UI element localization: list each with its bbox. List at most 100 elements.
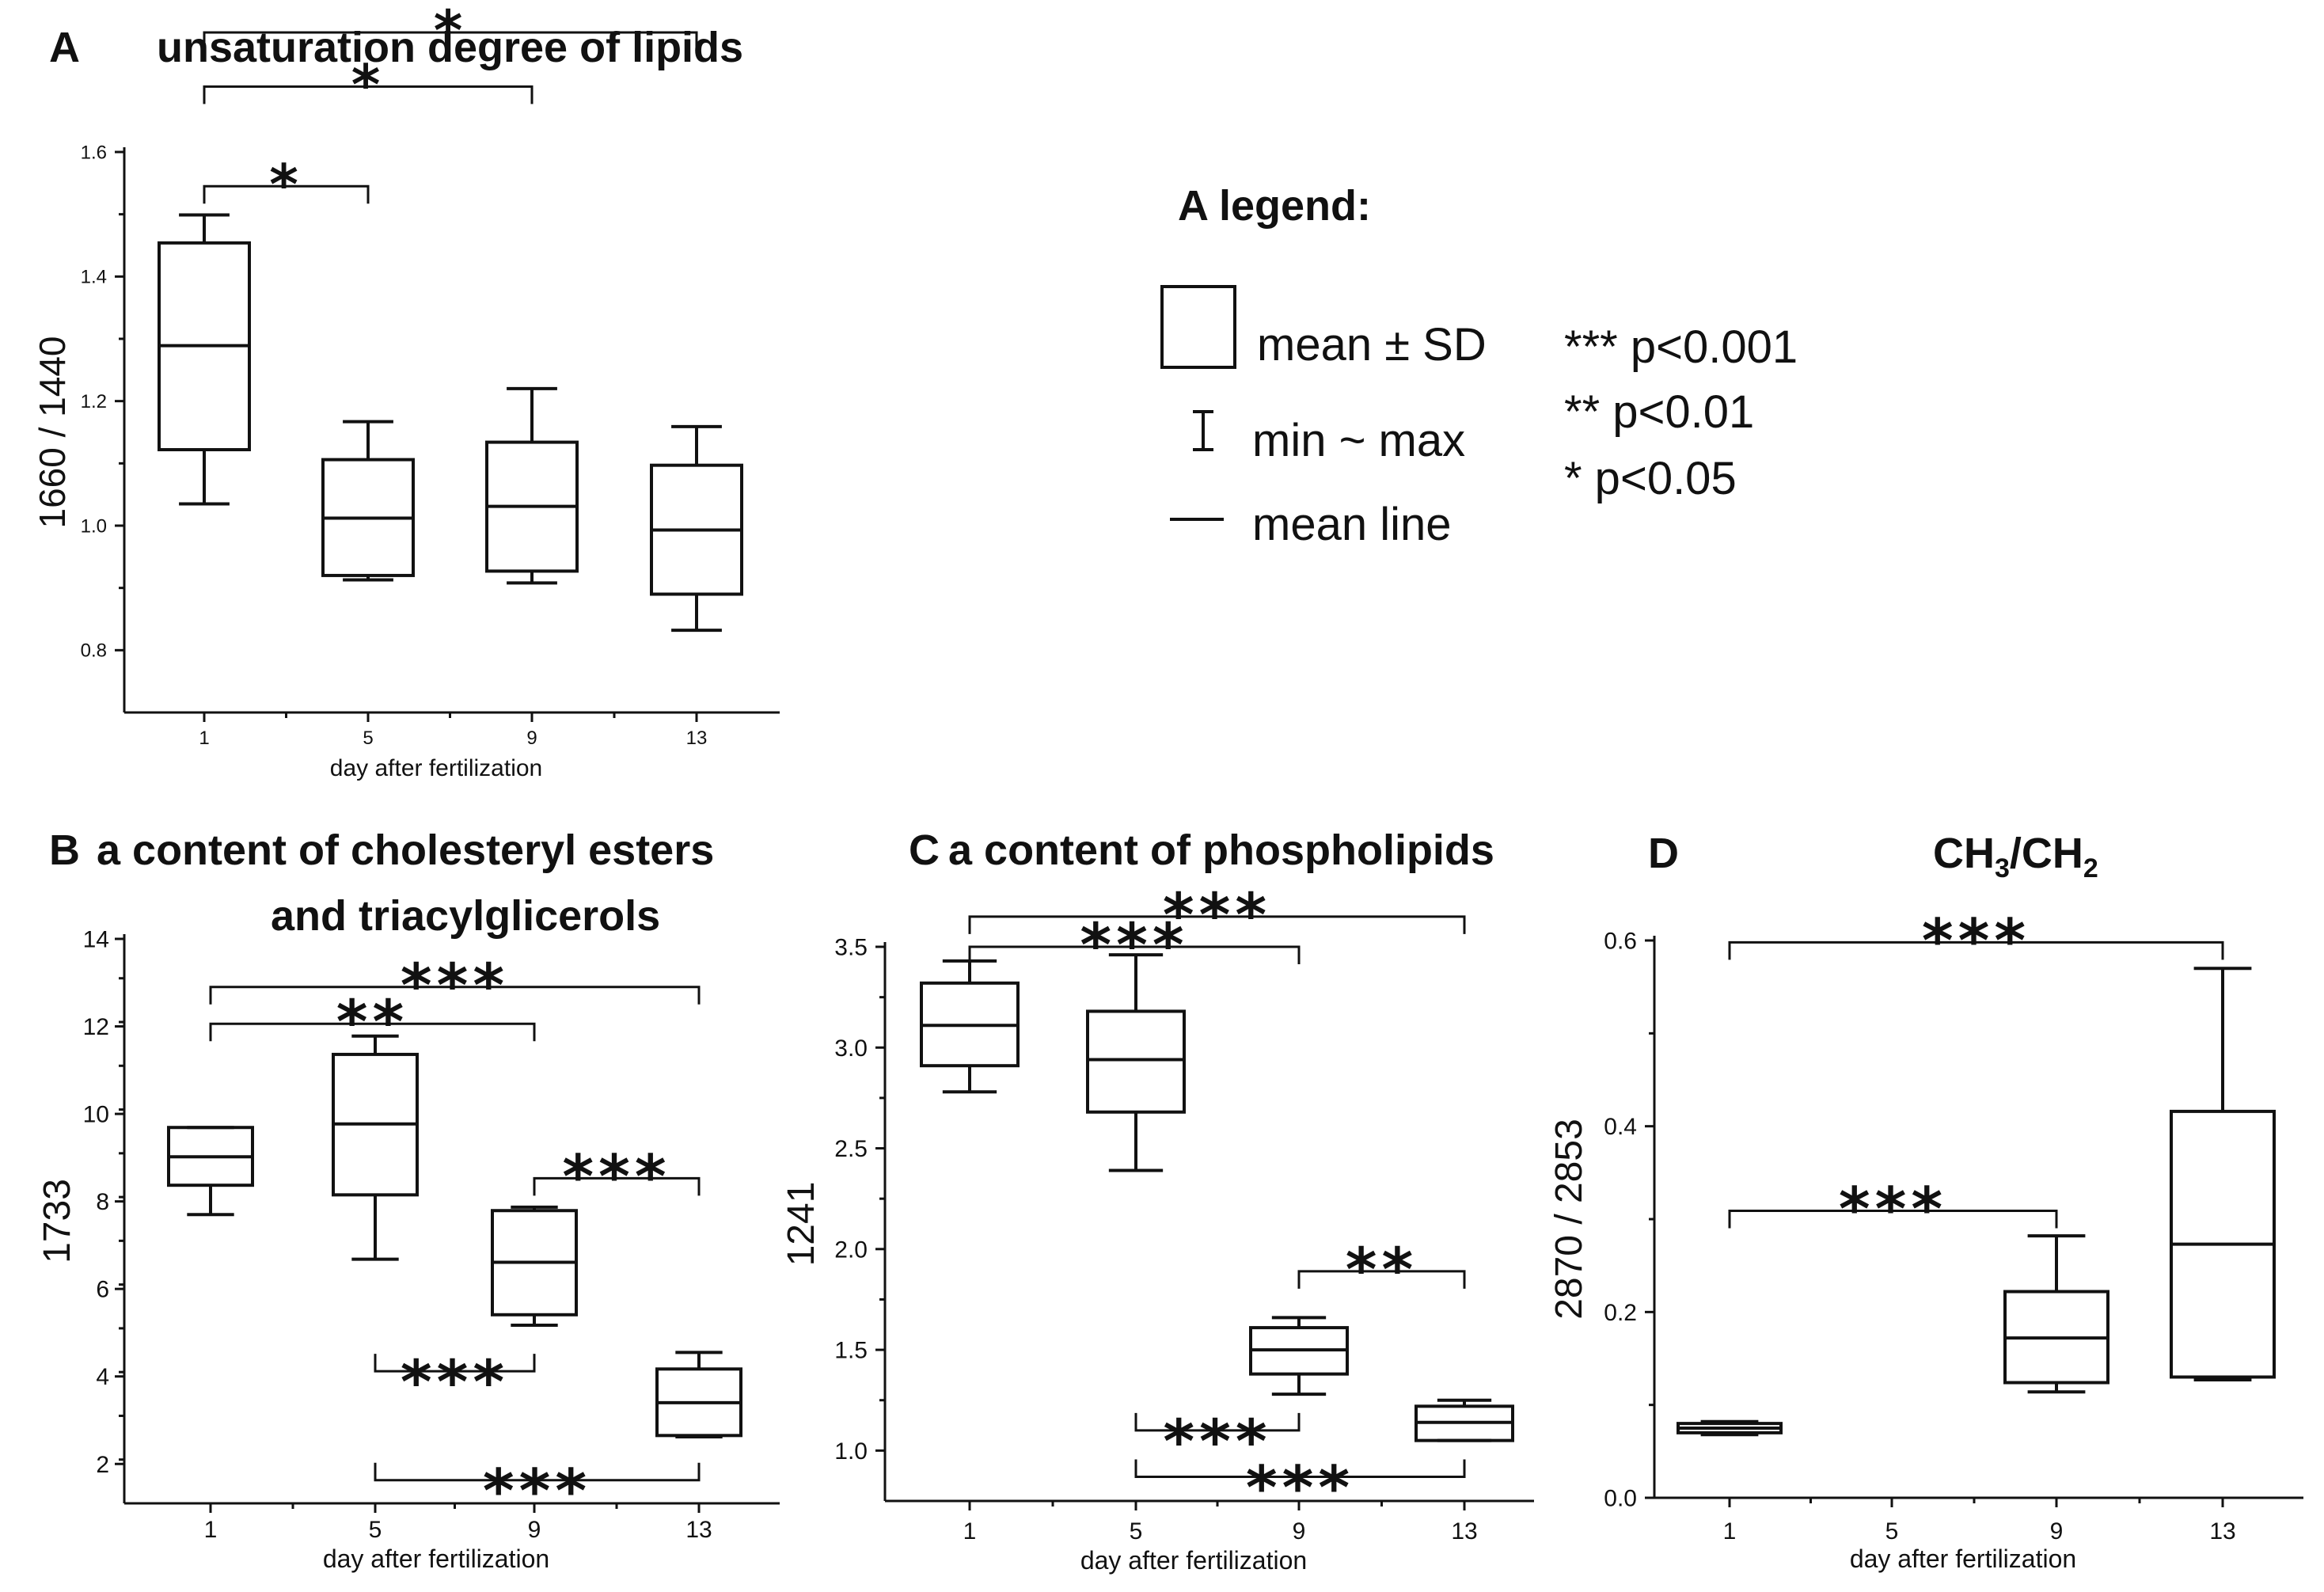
legend-mean-line-label: mean line — [1252, 499, 1451, 550]
sig-bracket: *** — [374, 1347, 536, 1417]
panel-c-title: a content of phospholipids — [948, 826, 1494, 874]
sig-bracket-line — [209, 1022, 536, 1042]
x-tick-label: 5 — [369, 1517, 382, 1543]
sig-stars: *** — [1163, 1406, 1271, 1476]
sig-stars: *** — [1163, 880, 1271, 950]
x-tick-label: 5 — [1130, 1518, 1143, 1545]
panel-d-letter: D — [1648, 830, 1679, 877]
panel-d: D CH3/CH2 — [1648, 830, 2098, 883]
legend-title: A legend: — [1178, 182, 1371, 230]
panel-c: C a content of phospholipids — [909, 826, 1494, 874]
y-tick-label: 12 — [83, 1014, 109, 1040]
box-13 — [650, 424, 743, 633]
panel-d-title-sub2: 2 — [2083, 853, 2098, 883]
x-tick-label: 9 — [1293, 1518, 1306, 1545]
y-axis-label: 1660 / 1440 — [32, 336, 73, 528]
sig-bracket-line — [968, 945, 1301, 964]
y-tick-label: 2 — [96, 1452, 109, 1478]
x-axis-label: day after fertilization — [1080, 1546, 1307, 1575]
sig-bracket: ** — [209, 986, 536, 1057]
sig-stars: ** — [336, 986, 409, 1057]
box-9 — [491, 1205, 578, 1328]
x-tick-label: 9 — [526, 728, 537, 749]
y-tick-label: 1.2 — [81, 391, 107, 412]
sig-stars: *** — [401, 950, 509, 1020]
panel-a: A unsaturation degree of lipids — [49, 24, 743, 71]
x-tick-label: 9 — [528, 1517, 541, 1543]
sig-bracket: *** — [374, 1456, 701, 1526]
sig-bracket: *** — [1728, 905, 2224, 975]
y-axis-label: 1733 — [36, 1179, 78, 1263]
sig-bracket: *** — [1728, 1173, 2058, 1244]
sig-bracket-line — [203, 31, 698, 50]
x-tick-label: 5 — [363, 728, 373, 749]
box-1 — [1677, 1419, 1783, 1437]
x-tick-label: 5 — [1885, 1518, 1899, 1545]
y-tick-label: 1.0 — [81, 515, 107, 537]
y-tick-label: 1.4 — [81, 267, 107, 288]
sig-bracket-line — [1297, 1270, 1466, 1289]
box-1 — [920, 959, 1020, 1094]
panel-b: B a content of cholesteryl esters and tr… — [49, 826, 714, 940]
sig-bracket: *** — [533, 1141, 701, 1211]
y-tick-label: 3.0 — [834, 1035, 868, 1062]
x-axis-label: day after fertilization — [330, 755, 542, 781]
box-5 — [321, 420, 415, 582]
sig-stars: * — [351, 52, 385, 117]
sig-stars: *** — [562, 1141, 670, 1211]
x-tick-label: 1 — [963, 1518, 977, 1545]
box-9 — [1249, 1316, 1349, 1396]
y-tick-label: 10 — [83, 1102, 109, 1128]
box-9 — [2003, 1234, 2109, 1394]
y-tick-label: 0.4 — [1604, 1114, 1637, 1140]
sig-bracket-line — [968, 915, 1466, 934]
sig-bracket: *** — [1134, 1406, 1301, 1476]
y-tick-label: 8 — [96, 1189, 109, 1215]
sig-bracket-line — [533, 1176, 701, 1196]
y-tick-label: 2.5 — [834, 1136, 868, 1162]
box-9 — [485, 386, 579, 585]
box-rect — [1086, 1009, 1186, 1114]
sig-bracket-line — [1134, 1412, 1301, 1432]
panel-d-title-ch3: CH — [1933, 830, 1995, 877]
sig-bracket-line — [1728, 1209, 2058, 1229]
chart-d-plot: 0.0 0.2 0.4 0.6 1 5 9 13 day after fertilization… — [1548, 905, 2303, 1573]
sig-bracket: * — [203, 52, 534, 117]
chart-b-plot: 2 4 6 8 10 12 14 1 5 9 13 day after fertilization 17… — [36, 927, 780, 1573]
sig-stars: *** — [401, 1347, 509, 1417]
sig-stars: *** — [1839, 1173, 1947, 1244]
chart-a-plot: 0.8 1.0 1.2 1.4 1.6 1 5 9 13 day after fertilizat… — [32, 0, 780, 781]
sig-bracket-line — [203, 184, 370, 204]
sig-bracket-line — [1728, 940, 2224, 960]
box-5 — [332, 1034, 419, 1261]
y-tick-label: 0.6 — [1604, 929, 1637, 955]
box-13 — [1415, 1398, 1514, 1442]
sig-stars: *** — [1922, 905, 2030, 975]
sig-bracket: * — [203, 152, 370, 217]
box-1 — [158, 213, 251, 506]
y-tick-label: 0.8 — [81, 640, 107, 662]
y-tick-label: 3.5 — [834, 935, 868, 961]
sig-bracket: *** — [209, 950, 701, 1020]
sig-stars: * — [434, 0, 468, 63]
y-tick-label: 2.0 — [834, 1237, 868, 1263]
panel-b-title: a content of cholesteryl esters — [97, 826, 714, 874]
sig-stars: ** — [1346, 1234, 1418, 1305]
x-tick-label: 1 — [1723, 1518, 1737, 1545]
legend-sig-001: *** p<0.001 — [1564, 321, 1798, 373]
panel-d-title-sub3: 3 — [1995, 853, 2010, 883]
box-1 — [167, 1126, 254, 1217]
panel-d-title: CH3/CH2 — [1933, 830, 2098, 883]
sig-bracket-line — [374, 1354, 536, 1373]
legend-box-label: mean ± SD — [1257, 319, 1487, 370]
panel-d-title-slash: /CH — [2010, 830, 2083, 877]
legend-sig-01: ** p<0.01 — [1564, 386, 1754, 438]
y-axis-label: 2870 / 2853 — [1548, 1119, 1590, 1320]
x-tick-label: 13 — [2209, 1518, 2235, 1545]
sig-bracket: *** — [968, 910, 1301, 980]
x-tick-label: 13 — [1451, 1518, 1477, 1545]
panel-b-title-line2: and triacylglicerols — [271, 892, 660, 940]
y-tick-label: 14 — [83, 927, 109, 953]
sig-bracket-line — [374, 1462, 701, 1482]
